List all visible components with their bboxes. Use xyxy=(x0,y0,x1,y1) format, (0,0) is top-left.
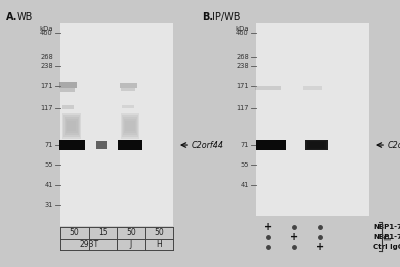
Text: 117: 117 xyxy=(236,105,249,111)
Text: 268: 268 xyxy=(40,54,53,60)
Text: H: H xyxy=(156,240,162,249)
Text: 460: 460 xyxy=(40,30,53,36)
Bar xyxy=(62,113,81,139)
Bar xyxy=(60,141,83,149)
Bar xyxy=(67,121,76,131)
Bar xyxy=(58,82,77,88)
Bar xyxy=(307,141,326,149)
Text: 55: 55 xyxy=(44,162,53,168)
Bar xyxy=(58,140,85,150)
Bar xyxy=(96,141,108,149)
Bar xyxy=(256,23,369,215)
Text: WB: WB xyxy=(16,12,32,22)
Text: +: + xyxy=(264,222,272,232)
Bar xyxy=(120,83,136,88)
Text: C2orf44: C2orf44 xyxy=(388,140,400,150)
Bar xyxy=(256,140,286,150)
Bar xyxy=(254,85,281,90)
Text: 15: 15 xyxy=(98,228,108,237)
Text: kDa: kDa xyxy=(235,26,249,32)
Text: 71: 71 xyxy=(240,142,249,148)
Bar xyxy=(305,140,328,150)
Text: kDa: kDa xyxy=(39,26,53,32)
Text: Ctrl IgG: Ctrl IgG xyxy=(373,244,400,250)
Bar xyxy=(118,140,142,150)
Text: IP: IP xyxy=(384,233,393,240)
Bar xyxy=(60,23,173,226)
Text: 171: 171 xyxy=(40,83,53,89)
Bar xyxy=(60,88,76,92)
Bar xyxy=(66,119,78,133)
Bar xyxy=(120,113,139,139)
Text: 71: 71 xyxy=(44,142,53,148)
Text: B.: B. xyxy=(202,12,213,22)
Text: 50: 50 xyxy=(70,228,79,237)
Text: 238: 238 xyxy=(40,63,53,69)
Text: 293T: 293T xyxy=(79,240,98,249)
Bar xyxy=(261,142,282,148)
Text: 117: 117 xyxy=(40,105,53,111)
Text: 50: 50 xyxy=(126,228,136,237)
Text: NBP1-78737: NBP1-78737 xyxy=(373,234,400,240)
Text: C2orf44: C2orf44 xyxy=(192,140,224,150)
Bar xyxy=(259,141,284,149)
Bar xyxy=(309,142,324,148)
Bar xyxy=(122,142,138,148)
Text: 171: 171 xyxy=(236,83,249,89)
Bar xyxy=(62,142,81,148)
Bar xyxy=(303,86,322,90)
Bar xyxy=(121,88,135,92)
Text: 238: 238 xyxy=(236,63,249,69)
Text: A.: A. xyxy=(6,12,17,22)
Text: +: + xyxy=(316,242,324,252)
Text: 55: 55 xyxy=(240,162,249,168)
Bar xyxy=(125,121,135,131)
Bar xyxy=(65,117,79,135)
Text: 41: 41 xyxy=(44,182,53,188)
Bar xyxy=(62,105,74,109)
Bar xyxy=(122,105,134,108)
Text: +: + xyxy=(290,232,298,242)
Bar xyxy=(123,117,137,135)
Bar xyxy=(120,141,140,149)
Text: 50: 50 xyxy=(154,228,164,237)
Text: 41: 41 xyxy=(240,182,249,188)
Text: IP/WB: IP/WB xyxy=(212,12,241,22)
Text: J: J xyxy=(130,240,132,249)
Text: 31: 31 xyxy=(45,202,53,208)
Bar xyxy=(124,119,136,133)
Text: NBP1-78736: NBP1-78736 xyxy=(373,224,400,230)
Text: 460: 460 xyxy=(236,30,249,36)
Text: 268: 268 xyxy=(236,54,249,60)
Bar xyxy=(64,115,80,137)
Bar xyxy=(122,115,138,137)
